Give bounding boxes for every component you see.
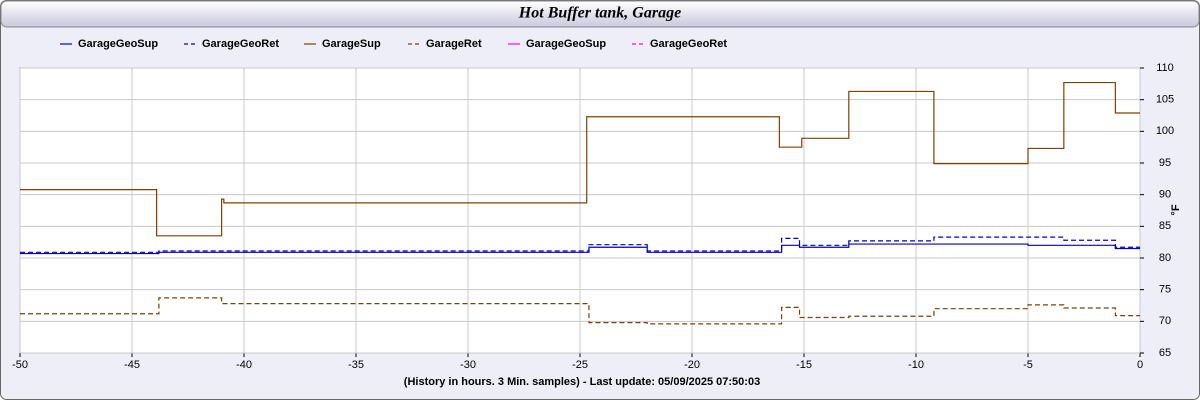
- x-tick-label: -10: [908, 359, 924, 371]
- y-tick-label: 65: [1159, 347, 1171, 359]
- y-tick-label: 80: [1159, 252, 1171, 264]
- legend-label: GarageGeoSup: [78, 38, 158, 50]
- x-axis-label: (History in hours. 3 Min. samples) - Las…: [404, 376, 760, 388]
- y-tick-label: 100: [1156, 125, 1174, 137]
- y-tick-label: 85: [1159, 220, 1171, 232]
- x-tick-label: -20: [684, 359, 700, 371]
- series-line: [20, 243, 1140, 255]
- series-line: [20, 236, 1140, 253]
- x-tick-label: -15: [796, 359, 812, 371]
- legend-label: GarageGeoRet: [202, 38, 279, 50]
- x-tick-label: -25: [572, 359, 588, 371]
- x-tick-label: -45: [124, 359, 140, 371]
- legend-label: GarageSup: [322, 38, 381, 50]
- x-tick-label: -40: [236, 359, 252, 371]
- y-axis-label: °F: [1170, 204, 1182, 215]
- x-tick-label: 0: [1137, 359, 1143, 371]
- series-line: [20, 81, 1140, 237]
- y-tick-label: 105: [1156, 94, 1174, 106]
- y-tick-label: 110: [1156, 62, 1174, 74]
- x-tick-label: -50: [12, 359, 28, 371]
- y-tick-label: 70: [1159, 315, 1171, 327]
- y-tick-label: 75: [1159, 284, 1171, 296]
- x-tick-label: -35: [348, 359, 364, 371]
- legend-label: GarageGeoSup: [526, 38, 606, 50]
- legend-label: GarageRet: [426, 38, 482, 50]
- title-bar: [0, 0, 1200, 28]
- series-line: [20, 297, 1140, 325]
- y-tick-label: 95: [1159, 157, 1171, 169]
- legend-label: GarageGeoRet: [650, 38, 727, 50]
- y-tick-label: 90: [1159, 189, 1171, 201]
- x-tick-label: -5: [1023, 359, 1033, 371]
- x-tick-label: -30: [460, 359, 476, 371]
- chart-title: Hot Buffer tank, Garage: [518, 5, 681, 22]
